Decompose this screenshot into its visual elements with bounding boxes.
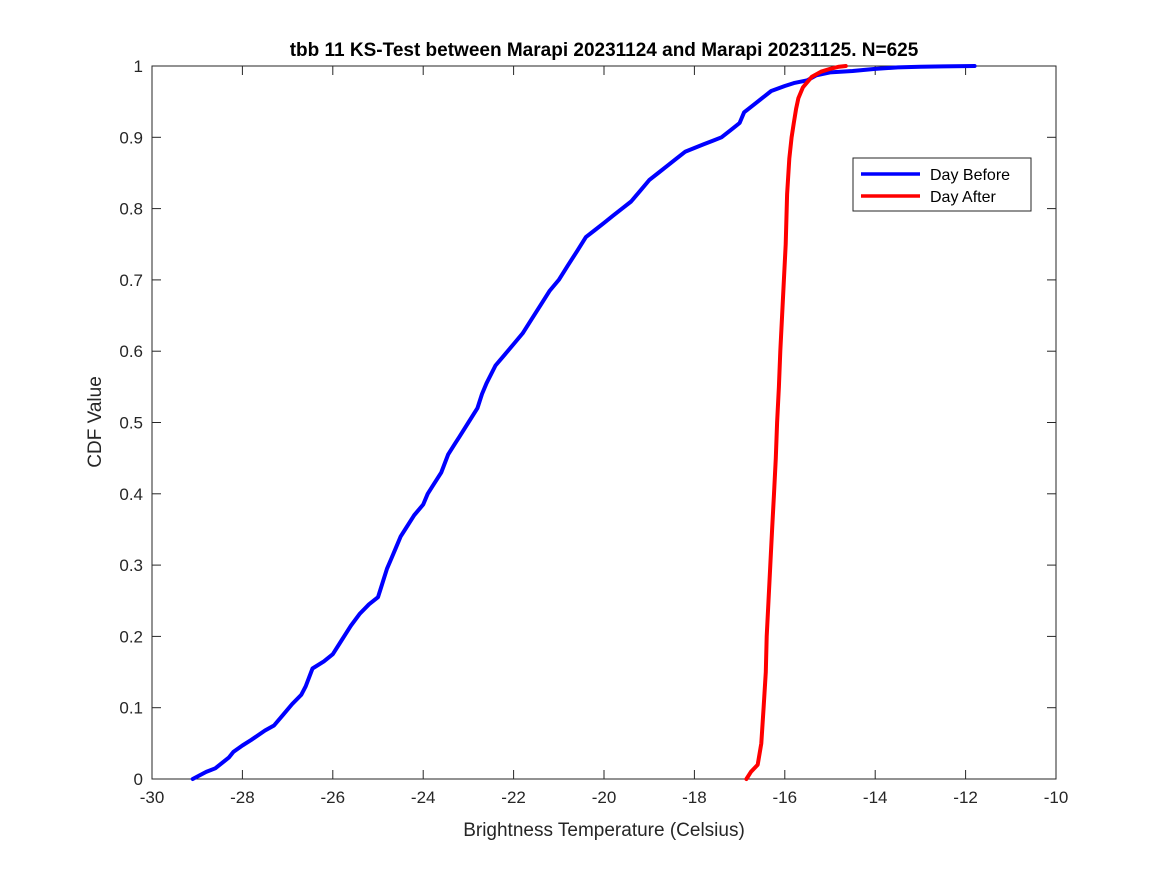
series-layer bbox=[190, 64, 977, 781]
y-tick-label: 0.7 bbox=[119, 271, 143, 290]
x-tick-label: -24 bbox=[411, 788, 436, 807]
legend-label-day-before: Day Before bbox=[930, 167, 1010, 184]
x-tick-label: -18 bbox=[682, 788, 707, 807]
y-tick-label: 0.9 bbox=[119, 128, 143, 147]
y-tick-label: 0.8 bbox=[119, 200, 143, 219]
y-tick-label: 1 bbox=[134, 57, 143, 76]
y-tick-label: 0.3 bbox=[119, 556, 143, 575]
x-tick-label: -16 bbox=[773, 788, 798, 807]
y-tick-label: 0.1 bbox=[119, 699, 143, 718]
x-tick-label: -14 bbox=[863, 788, 888, 807]
y-axis-label: CDF Value bbox=[85, 376, 106, 468]
y-tick-label: 0.5 bbox=[119, 414, 143, 433]
y-tick-label: 0 bbox=[134, 770, 143, 789]
legend: Day Before Day After bbox=[852, 157, 1032, 212]
x-tick-label: -12 bbox=[953, 788, 978, 807]
x-axis-label: Brightness Temperature (Celsius) bbox=[463, 820, 745, 841]
axis-ticks: -30 -28 -26 -24 -22 -20 -18 -16 -14 -12 -10 0 0.1 0.2… bbox=[119, 57, 1068, 807]
x-tick-label: -28 bbox=[230, 788, 255, 807]
y-tick-label: 0.2 bbox=[119, 627, 143, 646]
x-tick-label: -30 bbox=[140, 788, 165, 807]
series-line-day-before bbox=[190, 64, 977, 781]
y-tick-label: 0.4 bbox=[119, 485, 143, 504]
series-line-day-after bbox=[744, 64, 848, 781]
x-tick-label: -10 bbox=[1044, 788, 1069, 807]
y-tick-label: 0.6 bbox=[119, 342, 143, 361]
legend-box bbox=[852, 157, 1032, 212]
legend-label-day-after: Day After bbox=[930, 189, 996, 206]
x-tick-label: -26 bbox=[321, 788, 346, 807]
x-tick-label: -22 bbox=[501, 788, 526, 807]
chart-title: tbb 11 KS-Test between Marapi 20231124 a… bbox=[290, 40, 919, 61]
x-tick-label: -20 bbox=[592, 788, 617, 807]
